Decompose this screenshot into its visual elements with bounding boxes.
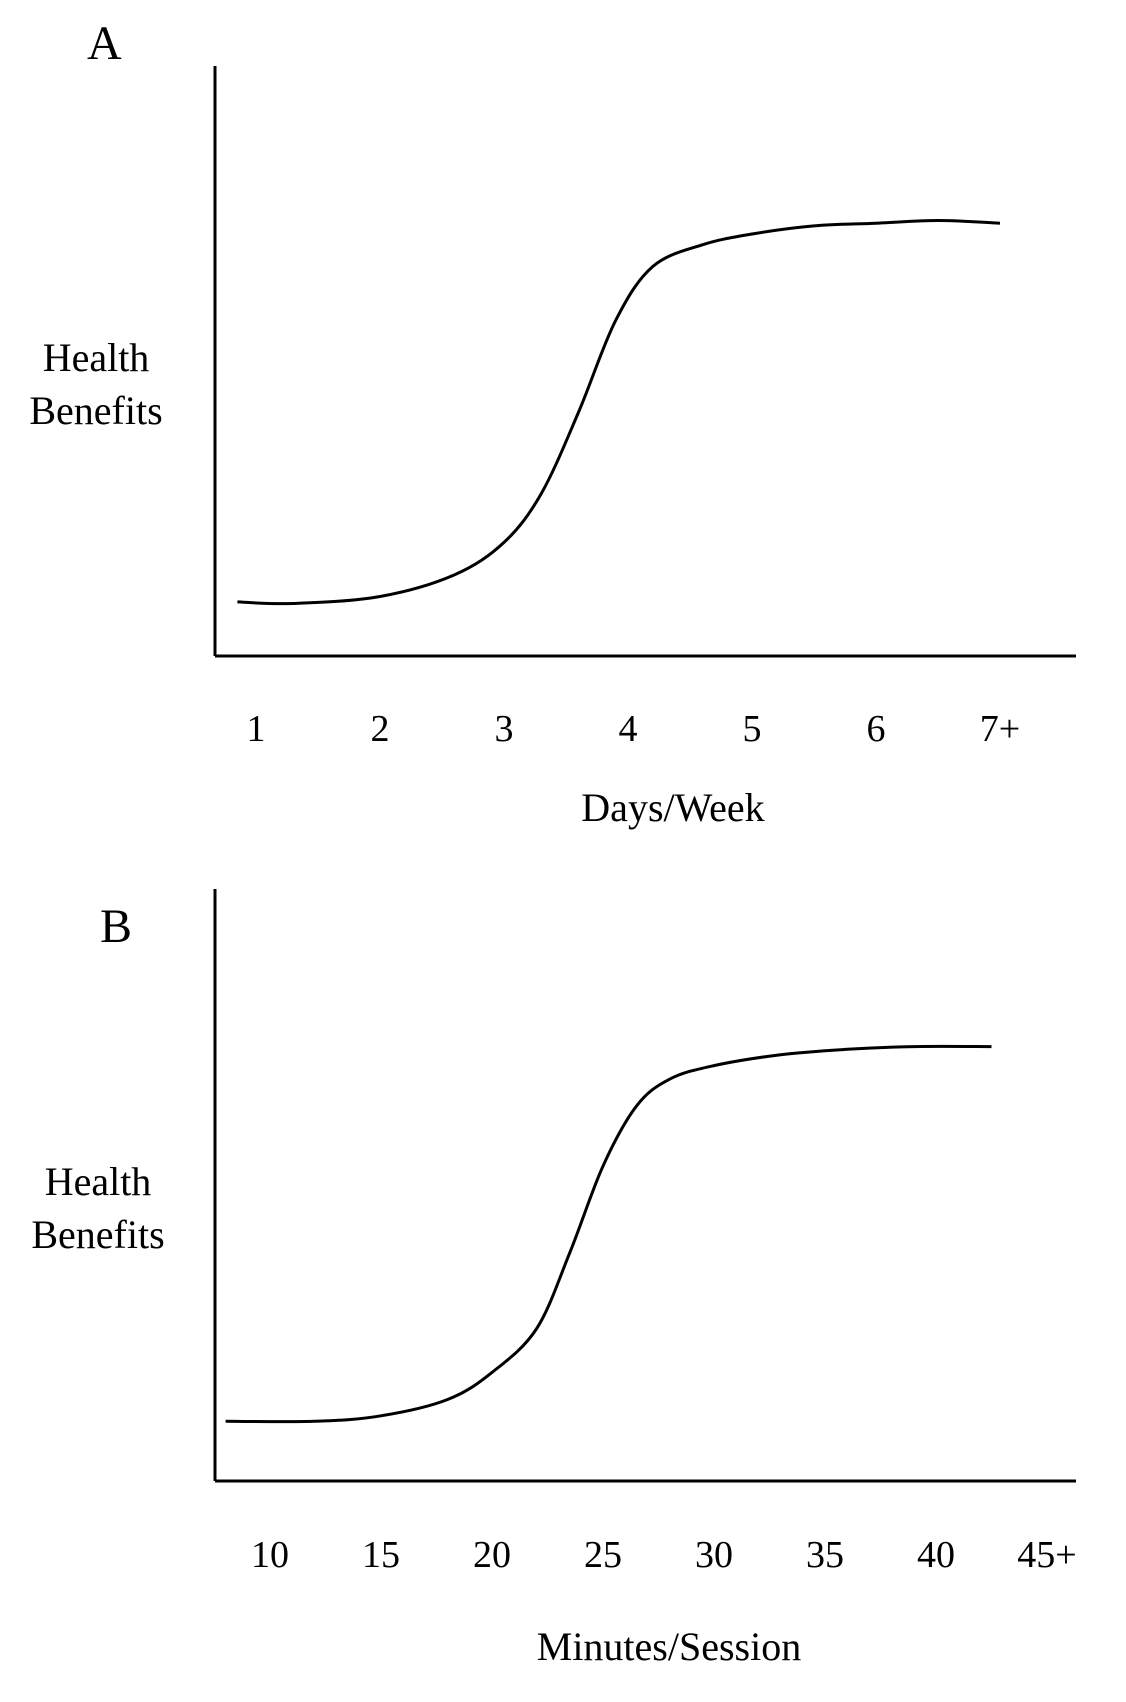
x-axis-label-b: Minutes/Session xyxy=(537,1624,801,1669)
series-line-b xyxy=(225,1044,992,1424)
panel-label-b: B xyxy=(100,900,132,953)
y-axis-label-line2-b: Benefits xyxy=(31,1212,164,1257)
x-tick-label: 6 xyxy=(867,708,886,750)
x-tick-label: 5 xyxy=(743,708,762,750)
panel-a: A Health Benefits Days/Week 1 2 3 4 5 6 7+ xyxy=(29,17,1076,830)
x-tick-labels-b: 10 15 20 25 30 35 40 45+ xyxy=(251,1534,1077,1576)
x-tick-label: 35 xyxy=(806,1534,844,1576)
panel-label-a: A xyxy=(87,17,122,70)
x-tick-label: 20 xyxy=(473,1534,511,1576)
x-tick-label: 15 xyxy=(362,1534,400,1576)
x-axis-label-a: Days/Week xyxy=(581,785,764,830)
x-tick-labels-a: 1 2 3 4 5 6 7+ xyxy=(247,708,1021,750)
series-line-a xyxy=(237,218,1001,606)
x-tick-label: 40 xyxy=(917,1534,955,1576)
x-tick-label: 3 xyxy=(495,708,514,750)
panel-b: B Health Benefits Minutes/Session 10 15 20… xyxy=(31,889,1077,1669)
x-tick-label: 25 xyxy=(584,1534,622,1576)
y-axis-label-line1-b: Health xyxy=(45,1159,152,1204)
y-axis-label-line2-a: Benefits xyxy=(29,388,162,433)
x-tick-label: 10 xyxy=(251,1534,289,1576)
x-tick-label: 30 xyxy=(695,1534,733,1576)
y-axis-label-line1-a: Health xyxy=(43,335,150,380)
x-tick-label: 7+ xyxy=(980,708,1020,750)
x-tick-label: 1 xyxy=(247,708,266,750)
x-tick-label: 2 xyxy=(371,708,390,750)
x-tick-label: 45+ xyxy=(1017,1534,1076,1576)
x-tick-label: 4 xyxy=(619,708,638,750)
